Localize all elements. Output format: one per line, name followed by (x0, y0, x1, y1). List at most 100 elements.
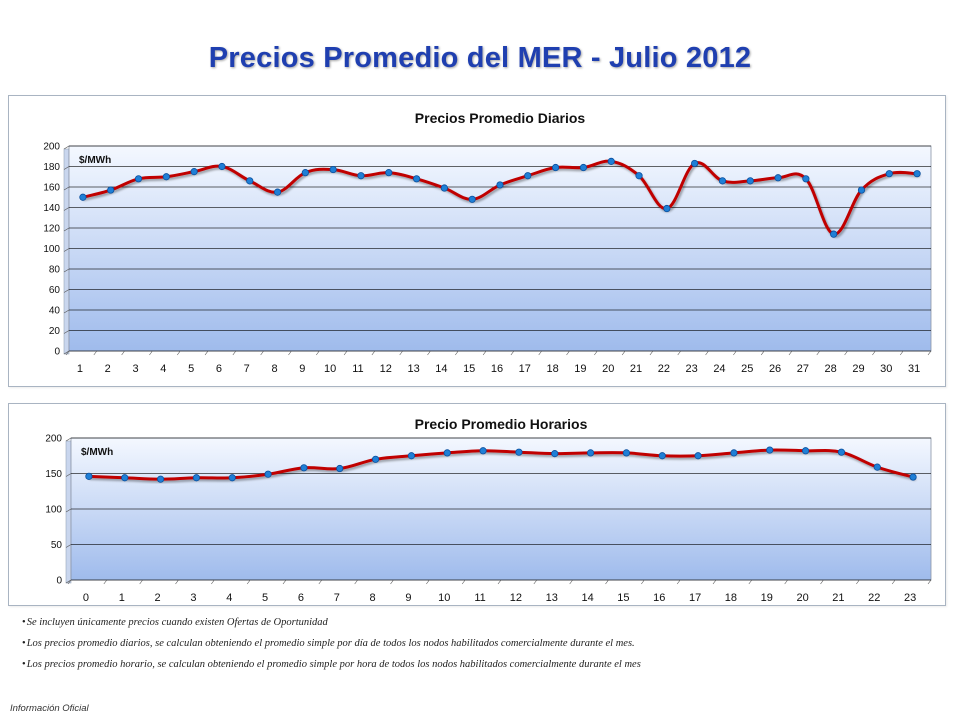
x-tick-mark (533, 579, 538, 585)
x-tick-mark (371, 350, 376, 356)
data-point (301, 169, 309, 177)
footnote: Los precios promedio horario, se calcula… (22, 659, 942, 670)
x-tick-label: 9 (299, 363, 305, 375)
x-tick-mark (820, 579, 824, 585)
x-tick-mark (455, 350, 459, 356)
x-tick-label: 11 (474, 592, 485, 604)
x-tick-mark (927, 350, 932, 356)
x-tick-label: 31 (908, 363, 920, 375)
y-tick-label: 200 (43, 142, 60, 153)
x-tick-label: 17 (689, 592, 701, 604)
x-tick-mark (748, 579, 753, 585)
x-tick-mark (204, 350, 209, 356)
x-tick-mark (399, 350, 403, 356)
x-tick-label: 17 (519, 363, 531, 375)
x-tick-label: 13 (407, 363, 419, 375)
data-point (622, 449, 631, 457)
hourly-chart-svg: Precio Promedio Horarios050100150200$/MW… (45, 416, 932, 604)
y-tick-label: 100 (45, 505, 62, 516)
x-tick-mark (760, 350, 765, 356)
x-tick-label: 20 (602, 363, 614, 375)
x-tick-mark (482, 350, 487, 356)
y-tick-label: 200 (45, 434, 62, 445)
daily-price-chart: Precios Promedio Diarios 0 20 40 60 80 100 120 1… (8, 95, 946, 387)
x-tick-label: 24 (713, 363, 725, 375)
x-tick-label: 4 (226, 592, 232, 604)
data-point (407, 452, 416, 460)
x-tick-label: 22 (868, 592, 880, 604)
x-tick-label: 5 (262, 592, 268, 604)
gridline-depth (63, 207, 70, 211)
footer-label: Información Oficial (10, 703, 89, 714)
chart-title: Precios Promedio Diarios (415, 110, 586, 126)
data-point (837, 448, 846, 456)
x-tick-mark (677, 350, 681, 356)
y-unit-label: $/MWh (79, 155, 111, 166)
x-tick-label: 5 (188, 363, 194, 375)
x-tick-label: 16 (653, 592, 665, 604)
x-tick-label: 26 (769, 363, 781, 375)
x-tick-mark (594, 350, 598, 356)
x-tick-mark (318, 579, 323, 585)
gridline-depth (63, 227, 70, 232)
x-tick-mark (103, 579, 108, 585)
x-tick-label: 2 (155, 592, 161, 604)
x-tick-mark (343, 350, 348, 356)
x-tick-label: 6 (216, 363, 222, 375)
x-tick-mark (538, 350, 542, 356)
data-point (412, 175, 421, 183)
x-tick-mark (872, 350, 876, 356)
y-tick-label: 140 (43, 203, 60, 214)
data-point (663, 204, 671, 213)
plot-side-wall (63, 148, 70, 355)
data-point (336, 464, 344, 473)
x-tick-label: 3 (190, 592, 196, 604)
footnote: Se incluyen únicamente precios cuando ex… (22, 617, 942, 628)
data-point (246, 177, 254, 185)
x-tick-mark (816, 350, 821, 356)
x-tick-mark (426, 579, 430, 585)
x-tick-label: 21 (832, 592, 844, 604)
gridline-depth (63, 268, 70, 273)
y-tick-label: 100 (43, 244, 60, 255)
gridline-depth (65, 473, 72, 477)
data-point (909, 473, 917, 481)
data-point (873, 463, 881, 471)
data-point (134, 175, 143, 183)
gridline-depth (63, 330, 70, 334)
gridline-depth (63, 145, 70, 150)
data-point (730, 449, 738, 457)
x-tick-mark (676, 579, 681, 585)
x-tick-mark (733, 350, 737, 356)
daily-chart-svg: Precios Promedio Diarios0204060801001201… (43, 110, 932, 375)
data-point (156, 475, 165, 483)
gridline-depth (65, 437, 72, 442)
gridline-depth (63, 248, 70, 252)
x-tick-mark (705, 350, 709, 356)
x-tick-mark (316, 350, 320, 356)
x-tick-mark (461, 579, 466, 585)
y-unit-label: $/MWh (81, 447, 113, 458)
x-tick-mark (899, 350, 904, 356)
y-tick-label: 20 (49, 326, 61, 337)
x-tick-mark (891, 579, 896, 585)
x-tick-label: 19 (761, 592, 773, 604)
x-tick-mark (67, 579, 72, 585)
x-tick-label: 13 (546, 592, 558, 604)
hourly-price-chart: Precio Promedio Horarios 0 50 100 150 200 $/MW… (8, 403, 946, 606)
data-point (913, 170, 921, 178)
x-tick-mark (139, 579, 143, 585)
data-point (802, 175, 810, 183)
data-point (635, 172, 643, 180)
data-point (830, 230, 838, 238)
y-tick-label: 40 (49, 306, 61, 317)
x-tick-label: 19 (574, 363, 586, 375)
x-tick-mark (232, 350, 237, 356)
x-tick-label: 12 (510, 592, 522, 604)
y-tick-label: 50 (51, 540, 63, 551)
y-tick-label: 180 (43, 162, 60, 173)
data-point (746, 177, 754, 185)
data-point (121, 474, 129, 482)
x-tick-mark (649, 350, 654, 356)
x-tick-label: 9 (405, 592, 411, 604)
